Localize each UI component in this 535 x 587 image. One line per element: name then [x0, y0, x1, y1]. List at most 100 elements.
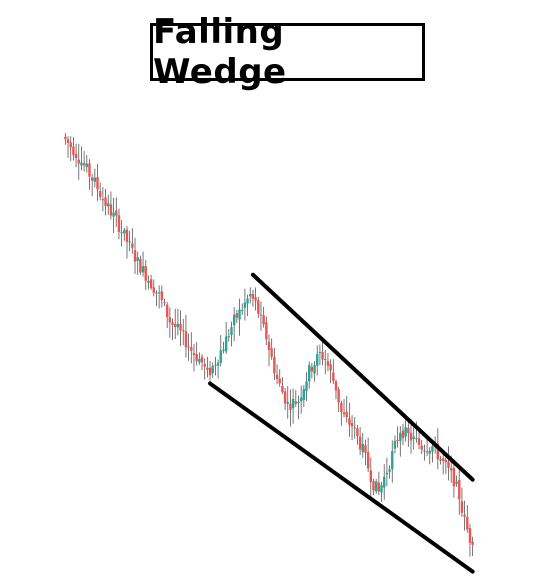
candle-body-58 [219, 350, 222, 363]
candle-body-47 [190, 347, 193, 351]
candle-body-87 [297, 401, 300, 404]
candle-body-36 [160, 291, 164, 301]
candles [64, 132, 474, 557]
candle-body-140 [439, 458, 442, 461]
candle-body-19 [115, 210, 118, 216]
candle-body-119 [383, 476, 386, 488]
candle-body-12 [96, 177, 99, 190]
candle-body-85 [291, 398, 295, 409]
candle-body-133 [420, 445, 423, 450]
candle-body-63 [232, 314, 236, 326]
candle-body-92 [310, 367, 314, 372]
candle-body-89 [302, 388, 306, 401]
candle-body-4 [74, 154, 78, 159]
candle-body-25 [131, 243, 134, 248]
lower-trendline [208, 381, 475, 574]
candle-body-127 [404, 427, 407, 437]
candle-body-84 [289, 403, 292, 410]
candle-body-31 [147, 280, 150, 283]
candle-body-124 [396, 440, 399, 442]
candle-body-48 [192, 352, 196, 355]
candle-body-91 [307, 364, 311, 382]
candle-body-41 [174, 324, 177, 328]
candle-body-86 [294, 401, 297, 404]
candle-body-13 [98, 191, 102, 197]
candle-body-115 [372, 481, 375, 491]
candle-body-118 [380, 485, 383, 493]
candle-body-136 [428, 450, 431, 454]
candle-body-106 [348, 418, 351, 425]
candle-body-141 [441, 458, 445, 461]
candle-body-54 [208, 367, 212, 376]
candle-body-121 [388, 469, 391, 472]
candle-body-66 [241, 310, 244, 312]
chart-title-box: Falling Wedge [150, 12, 425, 92]
candle-body-44 [182, 330, 185, 332]
candle-body-60 [224, 336, 228, 352]
candle-body-109 [356, 428, 359, 437]
candle-body-110 [358, 436, 362, 450]
candle-body-56 [214, 364, 217, 366]
candle-body-49 [195, 354, 198, 361]
candle-body-125 [399, 432, 402, 442]
candle-body-102 [337, 389, 340, 403]
candle-body-152 [471, 541, 474, 545]
candle-body-105 [345, 411, 348, 418]
candle-body-23 [125, 229, 129, 243]
candle-body-52 [203, 363, 206, 367]
candle-body-64 [235, 313, 239, 318]
candle-body-11 [93, 177, 97, 182]
candle-body-5 [77, 159, 80, 164]
candle-body-7 [82, 162, 86, 166]
candle-body-27 [136, 257, 139, 261]
candle-body-81 [281, 385, 284, 392]
candle-body-70 [251, 293, 255, 299]
candle-body-1 [66, 139, 70, 143]
candle-body-61 [227, 336, 231, 338]
candle-body-98 [326, 361, 330, 366]
candle-body-42 [176, 323, 180, 328]
candle-body-9 [88, 163, 91, 177]
candle-body-93 [313, 364, 316, 374]
candle-body-59 [222, 349, 225, 351]
candle-body-45 [184, 331, 188, 348]
candle-body-65 [238, 309, 241, 320]
candle-body-2 [69, 142, 72, 148]
upper-trendline [250, 272, 475, 482]
candle-body-72 [257, 300, 260, 314]
candle-body-18 [112, 212, 115, 217]
candle-body-114 [369, 470, 373, 482]
candle-body-94 [316, 354, 319, 366]
candle-body-131 [415, 438, 418, 440]
candle-body-30 [144, 266, 147, 281]
candle-body-8 [85, 163, 88, 167]
candle-body-134 [423, 450, 426, 452]
candle-body-67 [243, 302, 247, 309]
candle-body-100 [332, 372, 335, 381]
candle-body-15 [104, 197, 107, 206]
candle-body-117 [377, 482, 381, 492]
candle-body-20 [117, 215, 121, 232]
candle-body-139 [436, 443, 440, 460]
candle-body-73 [259, 314, 263, 316]
candle-body-17 [109, 204, 113, 216]
candle-body-120 [385, 472, 389, 475]
candle-body-14 [101, 199, 105, 201]
candle-body-128 [407, 427, 410, 434]
candle-body-16 [107, 203, 110, 207]
candle-body-43 [179, 323, 182, 331]
chart-title: Falling Wedge [153, 12, 287, 92]
candle-body-111 [361, 443, 364, 453]
candle-body-144 [450, 468, 453, 471]
candle-body-112 [364, 445, 367, 453]
candle-body-132 [417, 438, 421, 445]
candle-body-39 [168, 317, 172, 323]
candle-body-77 [270, 348, 273, 357]
candle-body-113 [366, 452, 370, 469]
candle-body-122 [391, 451, 394, 470]
candle-body-135 [425, 451, 429, 453]
candle-body-116 [374, 481, 378, 492]
candle-body-107 [350, 422, 354, 427]
candle-body-26 [133, 250, 137, 262]
candle-body-80 [278, 378, 281, 384]
